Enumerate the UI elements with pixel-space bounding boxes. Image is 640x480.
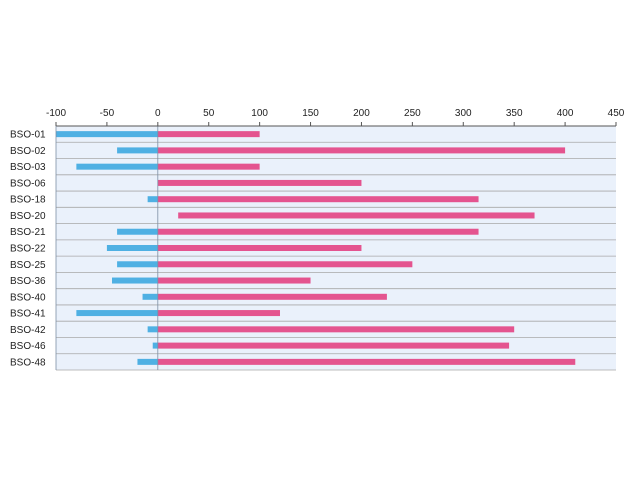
category-label: BSO-21	[10, 227, 46, 238]
category-label: BSO-46	[10, 341, 46, 352]
category-label: BSO-48	[10, 357, 46, 368]
x-tick-label: 50	[203, 108, 215, 119]
category-label: BSO-02	[10, 146, 46, 157]
category-label: BSO-06	[10, 178, 46, 189]
bar-bso-40-series-2	[157, 293, 387, 300]
bar-bso-21-series-2	[157, 228, 479, 235]
x-tick-label: -100	[46, 108, 66, 119]
bar-bso-36-series-2	[157, 277, 311, 284]
category-label: BSO-22	[10, 244, 46, 255]
category-label: BSO-36	[10, 276, 46, 287]
bar-bso-01-series-1	[56, 131, 158, 138]
category-label: BSO-18	[10, 195, 46, 206]
bar-bso-06-series-2	[157, 179, 362, 186]
bar-bso-48-series-1	[137, 358, 158, 365]
bar-bso-20-series-2	[178, 212, 535, 219]
x-tick-label: 0	[155, 108, 161, 119]
bar-bso-48-series-2	[157, 358, 576, 365]
x-tick-label: 100	[251, 108, 268, 119]
bar-layer	[56, 131, 576, 365]
x-tick-label: 350	[506, 108, 523, 119]
bar-bso-01-series-2	[157, 131, 260, 138]
bar-bso-41-series-2	[157, 310, 280, 317]
category-label: BSO-20	[10, 211, 46, 222]
category-label: BSO-41	[10, 309, 46, 320]
x-tick-label: 150	[302, 108, 319, 119]
bar-bso-22-series-2	[157, 245, 362, 251]
bar-bso-21-series-1	[117, 228, 158, 235]
bar-bso-25-series-2	[157, 261, 413, 268]
bar-bso-22-series-1	[106, 245, 158, 251]
x-tick-layer: -100 -50 0 50 100 150 200 250 300 350 400 450	[46, 108, 625, 126]
bar-bso-41-series-1	[76, 310, 158, 317]
bar-bso-42-series-2	[157, 326, 515, 333]
bar-bso-46-series-2	[157, 342, 510, 349]
bar-bso-02-series-2	[157, 147, 566, 154]
bar-bso-18-series-2	[157, 196, 479, 203]
bar-bso-40-series-1	[142, 293, 158, 300]
bar-bso-42-series-1	[147, 326, 158, 333]
category-label: BSO-40	[10, 292, 46, 303]
category-label: BSO-42	[10, 325, 46, 336]
bar-bso-36-series-1	[112, 277, 158, 284]
category-label: BSO-25	[10, 260, 46, 271]
x-tick-label: 450	[608, 108, 625, 119]
bar-bso-03-series-2	[157, 163, 260, 170]
category-label-layer: BSO-01 BSO-02 BSO-03 BSO-06 BSO-18 BSO-20 BSO-…	[10, 130, 46, 369]
bar-bso-46-series-1	[152, 342, 158, 349]
x-tick-label: 400	[557, 108, 574, 119]
x-tick-label: 200	[353, 108, 370, 119]
category-label: BSO-03	[10, 162, 46, 173]
category-label: BSO-01	[10, 130, 46, 141]
bar-bso-18-series-1	[147, 196, 158, 203]
bar-bso-25-series-1	[117, 261, 158, 268]
x-tick-label: -50	[100, 108, 115, 119]
x-tick-label: 250	[404, 108, 421, 119]
bar-bso-02-series-1	[117, 147, 158, 154]
x-tick-label: 300	[455, 108, 472, 119]
bar-bso-03-series-1	[76, 163, 158, 170]
grid-layer	[56, 141, 616, 371]
